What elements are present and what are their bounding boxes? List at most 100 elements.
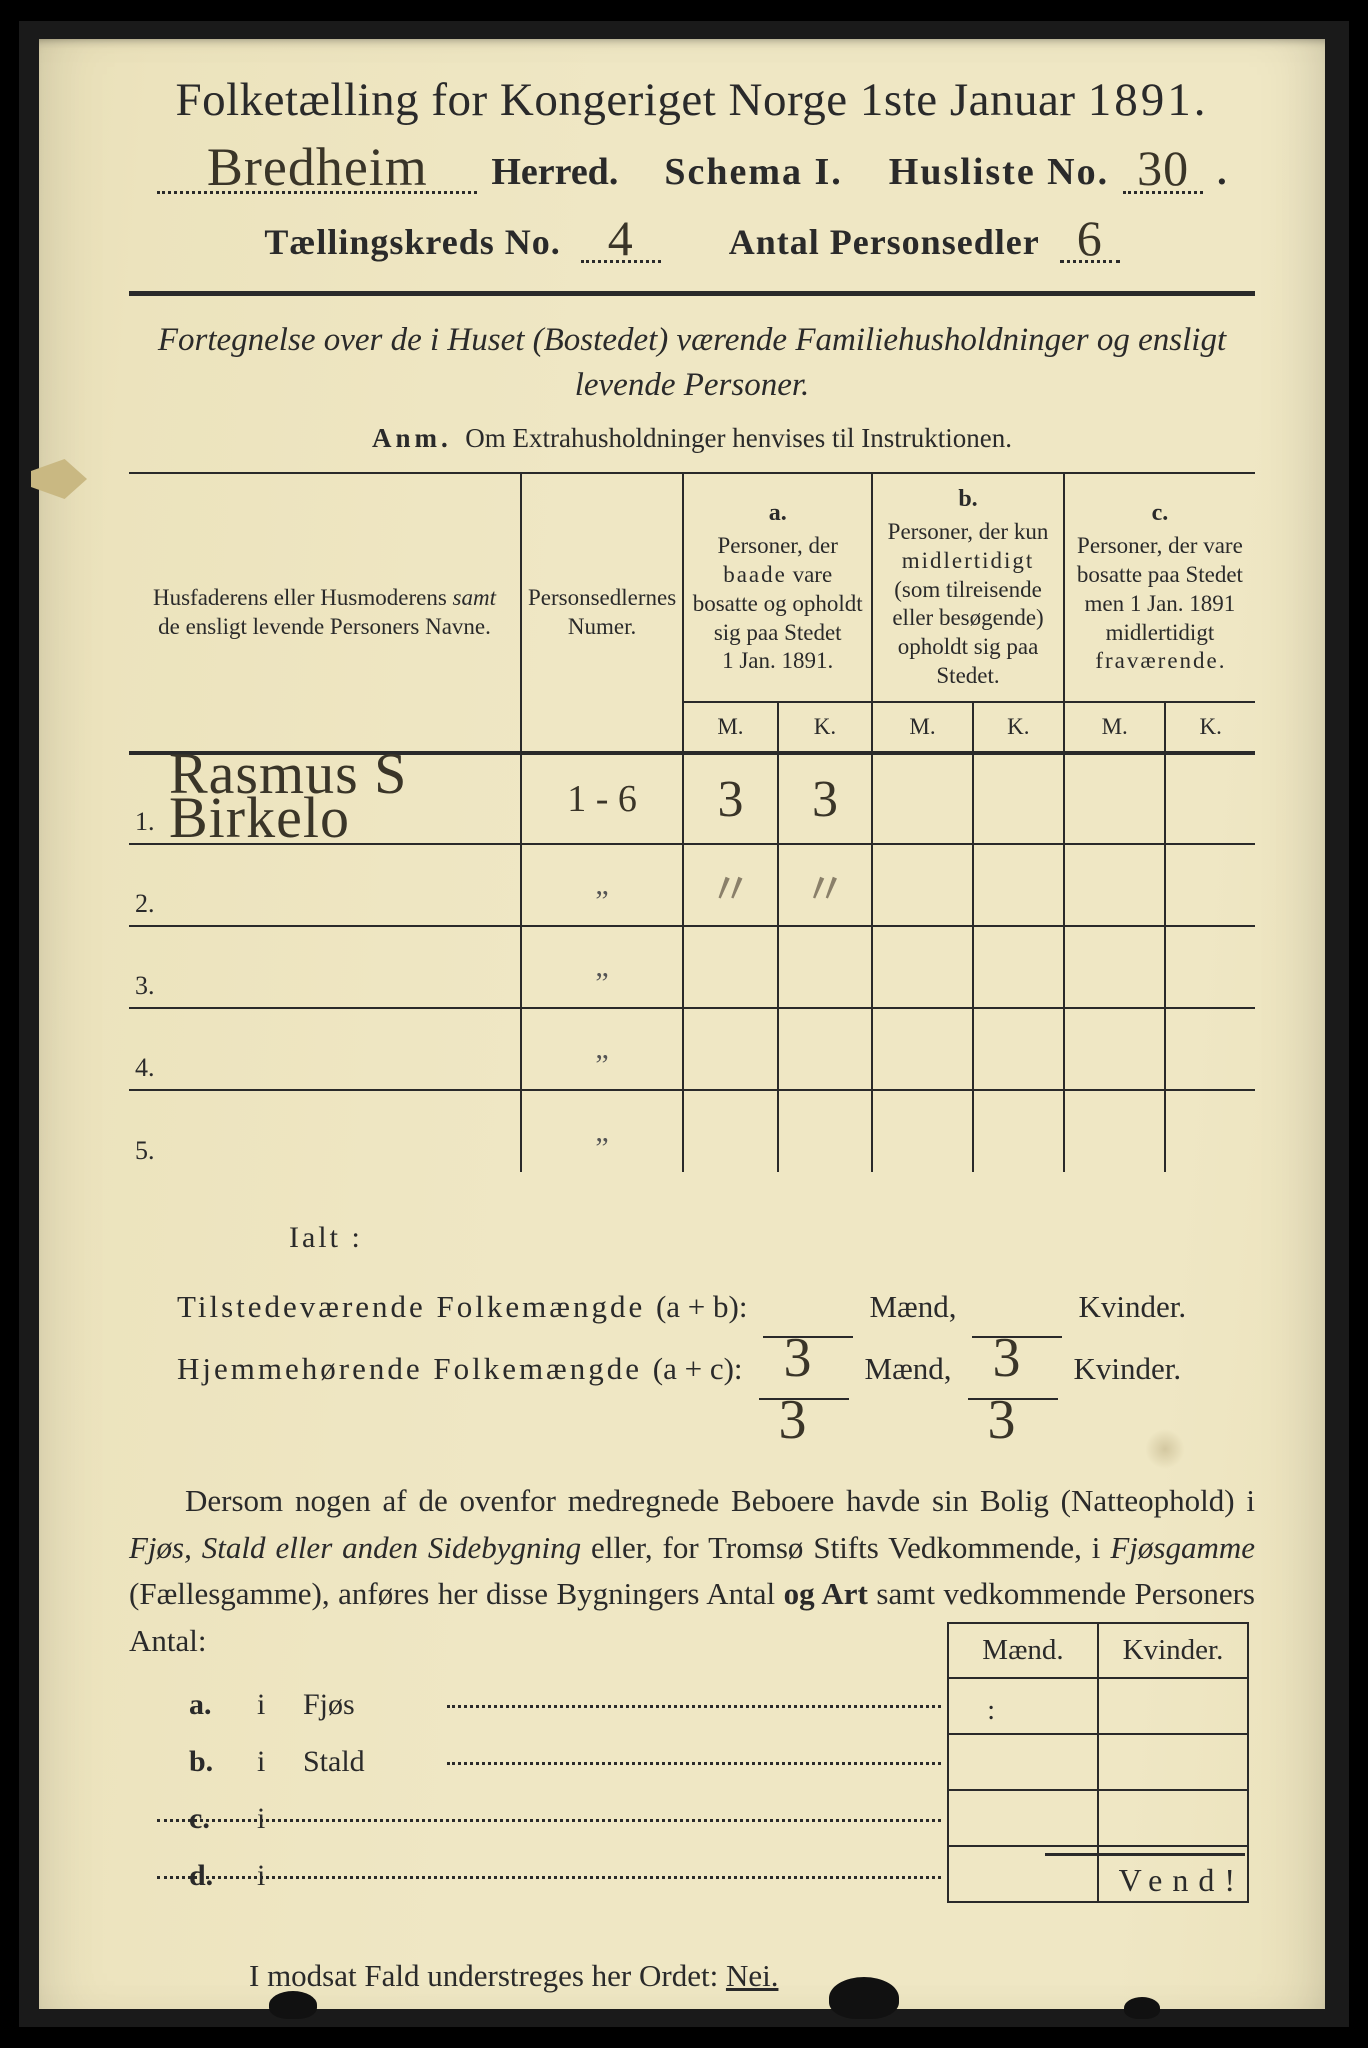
cell-b-k (973, 844, 1064, 926)
household-table: Husfaderens eller Husmoderens samt de en… (129, 472, 1255, 1172)
ialt-label: Ialt : (289, 1208, 1255, 1268)
total-row-resident: Hjemmehørende Folkemængde (a + c): 3 Mæn… (177, 1338, 1255, 1400)
col-header-c: c. Personer, der vare bosatte paa Stedet… (1064, 473, 1255, 702)
title-year: 1891. (1088, 74, 1209, 126)
personsedler-field: 6 (1060, 216, 1120, 263)
cell-b-m (872, 844, 973, 926)
row-number: 1. (135, 807, 155, 837)
table-body: 1.Rasmus S Birkelo 1 - 6 3 3 2. „ 〃 〃 (129, 753, 1255, 1172)
col-c-k: K. (1165, 702, 1255, 754)
total-row-present: Tilstedeværende Folkemængde (a + b): 3 M… (177, 1276, 1255, 1338)
cell-c-k (1165, 844, 1255, 926)
resident-women-field: 3 (968, 1398, 1058, 1400)
cell-a-k: 3 (812, 771, 838, 828)
mk-cell (1098, 1678, 1248, 1734)
paper-tear-left (31, 459, 87, 499)
ditto-mark: „ (595, 1032, 608, 1065)
mk-cell (948, 1790, 1098, 1846)
header-line-herred: Bredheim Herred. Schema I. Husliste No. … (129, 145, 1255, 194)
page-title: Folketælling for Kongeriget Norge 1ste J… (129, 73, 1255, 127)
intro-text: Fortegnelse over de i Huset (Bostedet) v… (129, 318, 1255, 407)
divider (129, 291, 1255, 296)
husliste-value: 30 (1137, 140, 1189, 196)
mk-cell (1098, 1790, 1248, 1846)
intro-line1: Fortegnelse over de i Huset (Bostedet) v… (158, 322, 1226, 358)
kvinder-label: Kvinder. (1074, 1338, 1182, 1400)
present-men-field: 3 (763, 1336, 853, 1338)
ditto-mark: „ (595, 950, 608, 983)
col-header-num: Personsedlernes Numer. (521, 473, 683, 753)
cell-c-m (1064, 844, 1166, 926)
list-item: d.i (189, 1847, 947, 1904)
mk-cell (948, 1734, 1098, 1790)
ditto-mark: „ (595, 1115, 608, 1148)
nei-underlined: Nei. (726, 1958, 779, 1993)
col-a-k: K. (778, 702, 873, 754)
household-name: Rasmus S Birkelo (169, 741, 407, 850)
row-number: 2. (135, 889, 155, 919)
row-number: 4. (135, 1053, 155, 1083)
col-c-m: M. (1064, 702, 1166, 754)
anm-text: Om Extrahusholdninger henvises til Instr… (465, 423, 1012, 453)
anm-note: Anm. Om Extrahusholdninger henvises til … (129, 423, 1255, 454)
title-text: Folketælling for Kongeriget Norge 1ste J… (175, 74, 1075, 126)
kreds-value: 4 (608, 210, 634, 266)
maend-label: Mænd, (869, 1276, 956, 1338)
col-a-m: M. (683, 702, 778, 754)
paper-tear-bottom (829, 1977, 899, 2019)
intro-line2: levende Personer. (575, 367, 810, 403)
closing-line: I modsat Fald understreges her Ordet: Ne… (129, 1958, 1255, 1994)
table-row: 2. „ 〃 〃 (129, 844, 1255, 926)
list-item: b.iStald (189, 1733, 947, 1790)
personsedler-value: 6 (1077, 210, 1103, 266)
table-row: 5. „ (129, 1090, 1255, 1172)
row-number: 5. (135, 1136, 155, 1166)
table-row: 3. „ (129, 926, 1255, 1008)
personsedler-label: Antal Personsedler (729, 221, 1040, 263)
col-header-b: b. Personer, der kun midlertidigt (som t… (872, 473, 1064, 702)
col-b-k: K. (973, 702, 1064, 754)
col-header-name: Husfaderens eller Husmoderens samt de en… (129, 473, 521, 753)
herred-value: Bredheim (207, 137, 428, 197)
totals-section: Ialt : Tilstedeværende Folkemængde (a + … (129, 1208, 1255, 1400)
table-row: 4. „ (129, 1008, 1255, 1090)
cell-b-k (973, 753, 1064, 844)
kvinder-label: Kvinder. (1078, 1276, 1186, 1338)
kreds-label: Tællingskreds No. (264, 221, 560, 263)
col-header-a: a. Personer, der baade vare bosatte og o… (683, 473, 872, 702)
paper-stain (1145, 1429, 1185, 1469)
col-a-letter: a. (690, 498, 865, 528)
col-b-letter: b. (879, 484, 1057, 514)
header-line-kreds: Tællingskreds No. 4 Antal Personsedler 6 (129, 216, 1255, 263)
cell-a-m: 3 (717, 771, 743, 828)
cell-c-k (1165, 753, 1255, 844)
cell-a-k: 〃 (803, 865, 847, 914)
scan-frame: Folketælling for Kongeriget Norge 1ste J… (19, 21, 1349, 2027)
list-item: c.i (189, 1790, 947, 1847)
list-item: a.iFjøs (189, 1676, 947, 1733)
maend-label: Mænd, (865, 1338, 952, 1400)
ditto-mark: „ (595, 868, 608, 901)
cell-b-m (872, 753, 973, 844)
mk-cell (948, 1678, 1098, 1734)
paper-tear-bottom (269, 1991, 317, 2019)
personsedler-range: 1 - 6 (567, 778, 637, 820)
mk-header-men: Mænd. (948, 1623, 1098, 1678)
cell-a-m: 〃 (708, 865, 752, 914)
mk-cell (1098, 1734, 1248, 1790)
cell-c-m (1064, 753, 1166, 844)
present-women-field: 3 (972, 1336, 1062, 1338)
resident-label: Hjemmehørende Folkemængde (a + c): (177, 1338, 743, 1400)
mk-header-women: Kvinder. (1098, 1623, 1248, 1678)
schema-label: Schema I. (664, 150, 842, 194)
paper-tear-bottom (1124, 1997, 1160, 2019)
census-form-paper: Folketælling for Kongeriget Norge 1ste J… (39, 39, 1325, 2009)
col-c-letter: c. (1071, 498, 1249, 528)
kreds-field: 4 (581, 216, 661, 263)
table-row: 1.Rasmus S Birkelo 1 - 6 3 3 (129, 753, 1255, 844)
resident-men-field: 3 (759, 1398, 849, 1400)
stray-mark: : (987, 1695, 995, 1727)
vend-label: Vend! (1045, 1853, 1245, 1899)
present-label: Tilstedeværende Folkemængde (a + b): (177, 1276, 747, 1338)
anm-label: Anm. (372, 423, 452, 453)
